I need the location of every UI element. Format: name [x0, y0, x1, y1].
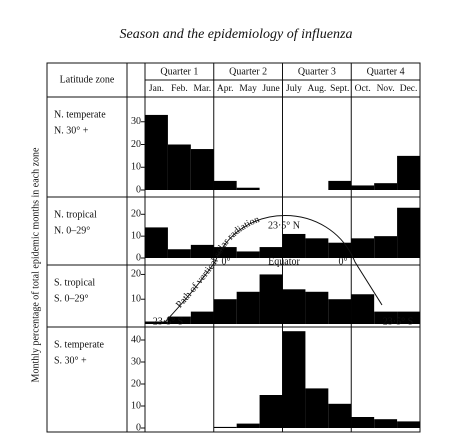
- month-label: Sept.: [330, 84, 349, 94]
- y-tick-label: 0: [136, 252, 141, 263]
- annotation: Equator: [268, 256, 300, 267]
- bar: [374, 419, 398, 428]
- bar: [328, 403, 352, 428]
- bar: [236, 187, 260, 190]
- bar: [190, 311, 214, 324]
- bar: [213, 247, 237, 258]
- bar: [236, 291, 260, 324]
- bar: [282, 233, 306, 258]
- y-axis-label: Monthly percentage of total epidemic mon…: [30, 147, 41, 382]
- quarter-label: Quarter 4: [367, 66, 405, 77]
- annotation: 0°: [339, 256, 348, 267]
- bar: [397, 207, 420, 258]
- zone-range: N. 0–29°: [54, 225, 90, 236]
- annotation: 0°: [222, 256, 231, 267]
- bar: [145, 321, 168, 324]
- bar: [397, 311, 420, 324]
- zone-label: S. tropical: [54, 277, 95, 288]
- bar: [305, 238, 329, 258]
- bar: [374, 311, 398, 324]
- bar: [167, 249, 191, 258]
- y-tick-label: 40: [131, 334, 141, 345]
- y-tick-label: 10: [131, 294, 141, 305]
- quarter-label: Quarter 2: [229, 66, 267, 77]
- month-label: Dec.: [400, 84, 418, 94]
- bar: [328, 242, 352, 258]
- y-tick-label: 10: [131, 230, 141, 241]
- zone-label: N. tropical: [54, 209, 97, 220]
- month-label: July: [286, 84, 302, 94]
- zone-range: N. 30° +: [54, 125, 89, 136]
- zone-label: S. temperate: [54, 339, 105, 350]
- bar: [328, 180, 352, 190]
- y-tick-label: 10: [131, 162, 141, 173]
- quarter-label: Quarter 3: [298, 66, 336, 77]
- bar: [397, 155, 420, 190]
- bar: [282, 289, 306, 324]
- bar: [167, 144, 191, 190]
- bar: [351, 185, 375, 190]
- bar: [145, 114, 168, 190]
- y-tick-label: 0: [136, 422, 141, 433]
- bar: [213, 426, 237, 428]
- bar: [145, 227, 168, 258]
- bar: [282, 331, 306, 428]
- header: Latitude zone: [60, 74, 115, 85]
- y-tick-label: 20: [131, 269, 141, 280]
- bar: [374, 236, 398, 258]
- bar: [236, 423, 260, 428]
- y-tick-label: 30: [131, 116, 141, 127]
- bar: [305, 388, 329, 428]
- bar: [259, 395, 283, 428]
- bar: [213, 299, 237, 324]
- zone-range: S. 0–29°: [54, 293, 89, 304]
- annotation: 23·5° S: [153, 316, 183, 327]
- bar: [259, 274, 283, 324]
- month-label: Nov.: [377, 84, 395, 94]
- bar: [236, 251, 260, 258]
- annotation: 23·5° S: [383, 316, 413, 327]
- y-tick-label: 10: [131, 400, 141, 411]
- bar: [374, 183, 398, 190]
- bars: [145, 114, 420, 428]
- bar: [190, 149, 214, 190]
- y-tick-label: 20: [131, 209, 141, 220]
- month-label: Oct.: [355, 84, 371, 94]
- y-tick-label: 30: [131, 356, 141, 367]
- bar: [351, 417, 375, 428]
- month-label: Aug.: [308, 84, 327, 94]
- bar: [305, 291, 329, 324]
- y-tick-label: 20: [131, 139, 141, 150]
- chart-title: Season and the epidemiology of influenza: [120, 27, 353, 42]
- bar: [351, 238, 375, 258]
- month-label: Feb.: [171, 84, 188, 94]
- bar: [328, 299, 352, 324]
- bar: [190, 244, 214, 258]
- bar: [259, 247, 283, 258]
- month-label: Jan.: [149, 84, 164, 94]
- bar: [213, 180, 237, 190]
- month-label: May: [239, 84, 257, 94]
- month-label: June: [262, 84, 279, 94]
- bar: [167, 316, 191, 324]
- y-tick-label: 0: [136, 184, 141, 195]
- bar: [351, 294, 375, 324]
- zone-label: N. temperate: [54, 109, 106, 120]
- zone-range: S. 30° +: [54, 355, 87, 366]
- y-tick-label: 20: [131, 378, 141, 389]
- bar: [397, 421, 420, 428]
- month-label: Mar.: [193, 84, 211, 94]
- quarter-label: Quarter 1: [160, 66, 198, 77]
- annotation: 23·5° N: [268, 220, 300, 231]
- month-label: Apr.: [217, 84, 234, 94]
